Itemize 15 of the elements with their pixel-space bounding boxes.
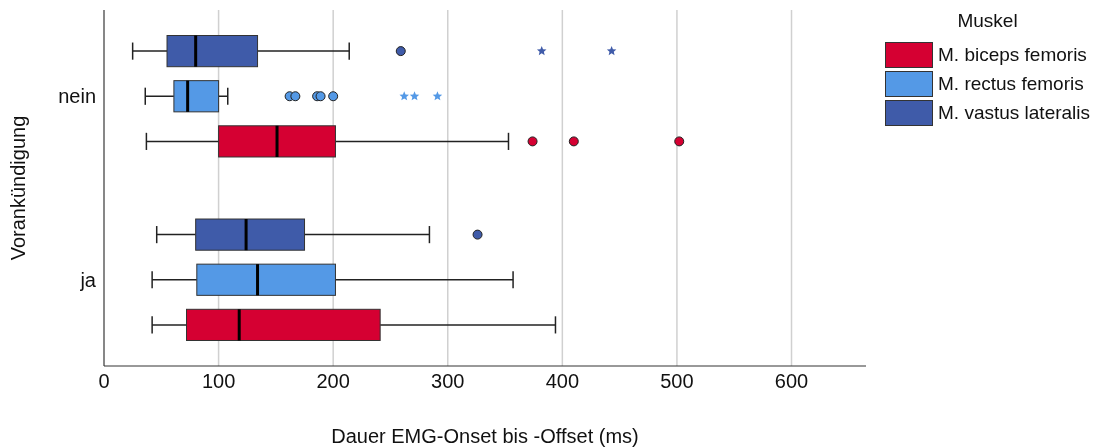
legend-label: M. biceps femoris	[938, 43, 1087, 66]
x-tick-label: 600	[774, 370, 809, 393]
x-tick-label: 100	[201, 370, 236, 393]
x-axis-title: Dauer EMG-Onset bis -Offset (ms)	[331, 425, 639, 447]
x-tick-label: 500	[660, 370, 694, 393]
legend-title: Muskel	[956, 10, 1019, 32]
legend-label: M. rectus femoris	[938, 72, 1084, 95]
y-tick-label: ja	[79, 268, 97, 291]
x-tick-label: 300	[431, 370, 465, 393]
y-tick-label: nein	[58, 85, 96, 108]
x-tick-label: 0	[98, 370, 110, 393]
x-tick-label: 400	[545, 370, 580, 393]
y-axis-title: Vorankündigung	[7, 115, 30, 261]
x-tick-label: 200	[316, 370, 350, 393]
legend-label: M. vastus lateralis	[938, 101, 1091, 124]
